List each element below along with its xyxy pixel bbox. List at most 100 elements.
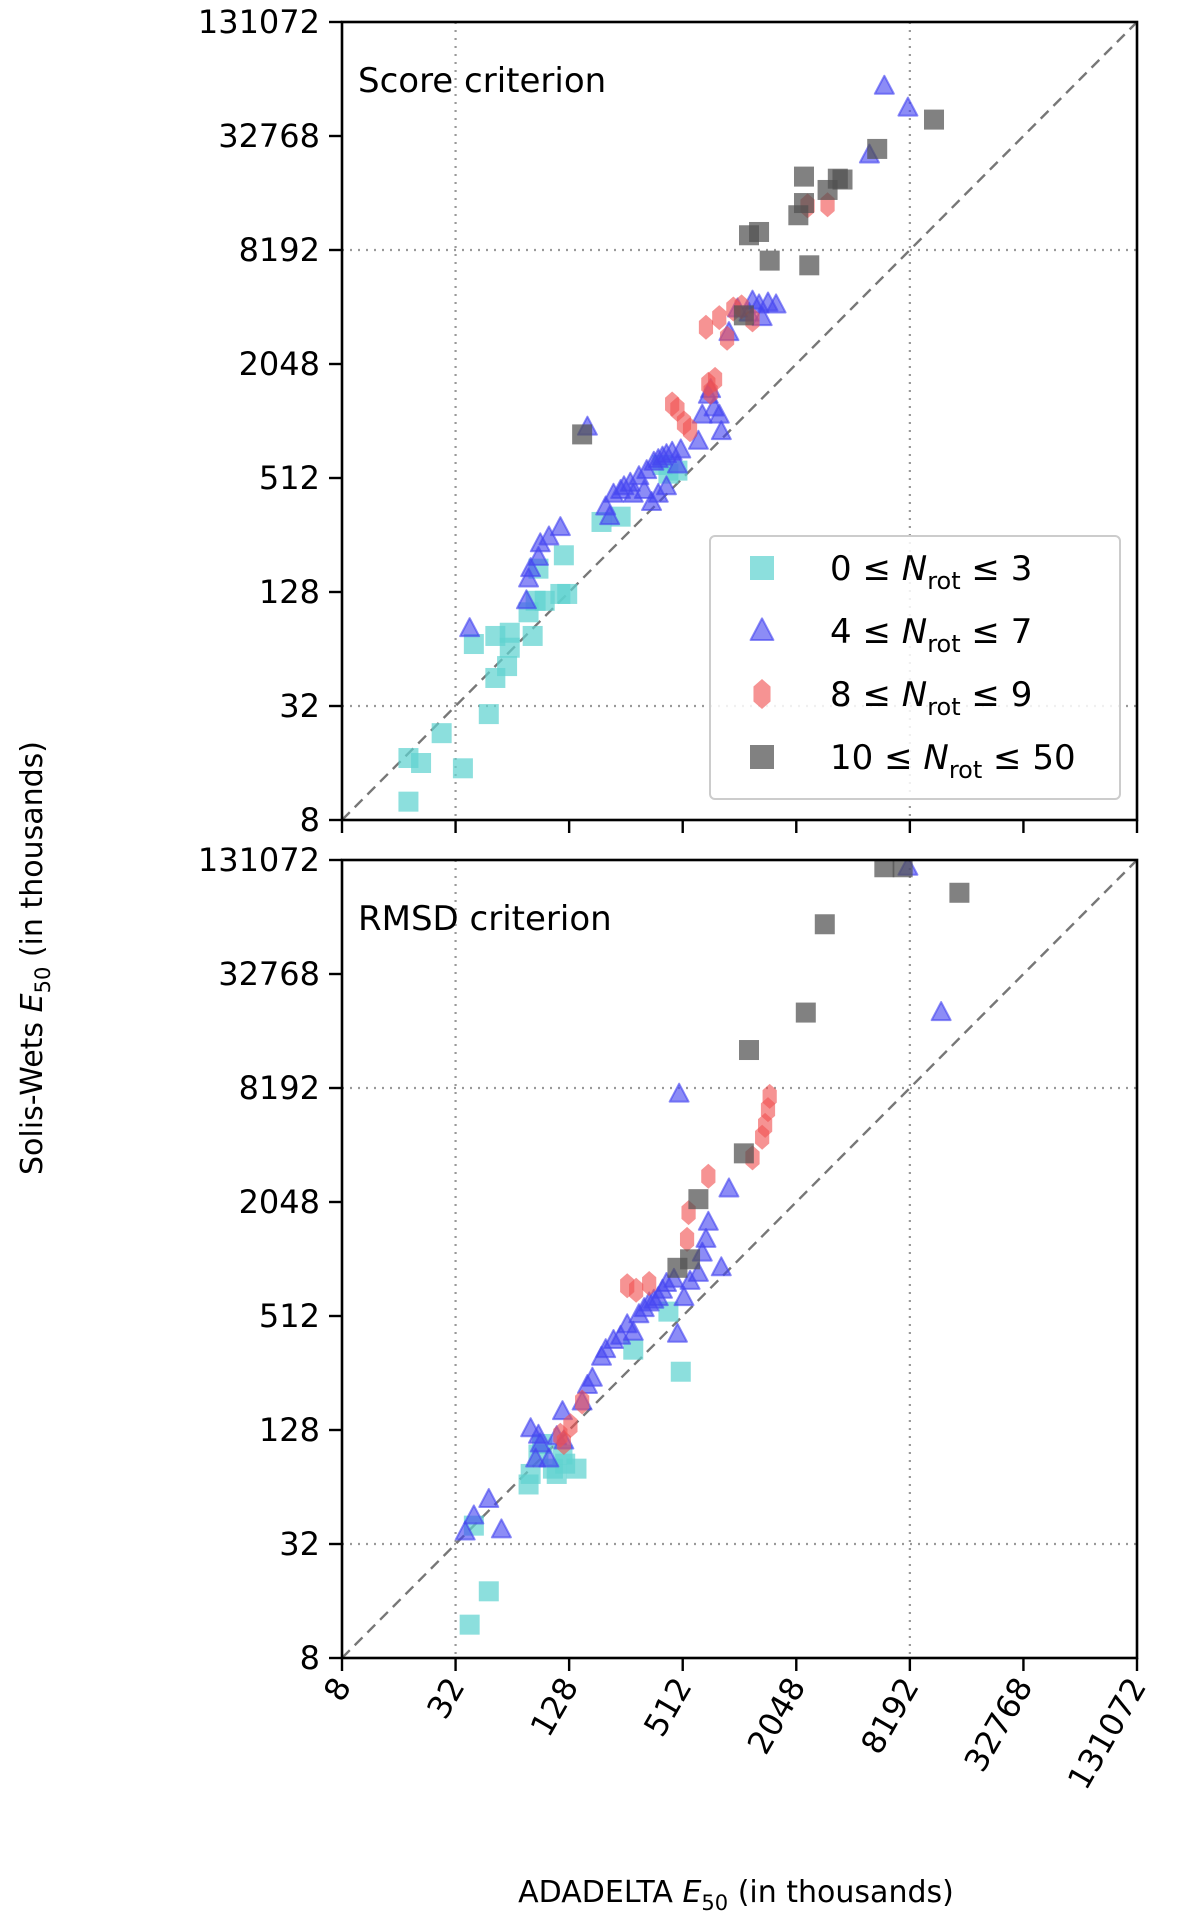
x-tick-label: 131072 <box>1060 1671 1154 1796</box>
data-point-series-3 <box>795 1002 816 1023</box>
data-point-series-3 <box>733 305 754 326</box>
y-tick-label: 8192 <box>239 1069 320 1107</box>
y-tick-label: 512 <box>259 1297 320 1335</box>
data-point-series-1 <box>525 1447 547 1468</box>
y-tick-label: 32 <box>279 687 320 725</box>
y-tick-label: 32768 <box>218 117 320 155</box>
y-tick-label: 128 <box>259 1411 320 1449</box>
y-axis-label: Solis-Wets E50 (in thousands) <box>15 741 55 1175</box>
legend-label: 10 ≤ Nrot ≤ 50 <box>830 738 1076 784</box>
data-point-series-1 <box>581 1366 603 1387</box>
data-point-series-3 <box>759 250 780 271</box>
data-point-series-2 <box>762 1083 777 1109</box>
data-point-series-1 <box>666 453 688 474</box>
data-point-series-3 <box>867 138 888 159</box>
data-point-series-0 <box>499 622 520 643</box>
data-point-series-1 <box>549 516 571 537</box>
data-point-series-1 <box>695 1227 717 1248</box>
data-point-series-2 <box>679 1226 695 1252</box>
y-tick-label: 32768 <box>218 955 320 993</box>
data-point-series-0 <box>478 704 499 725</box>
data-point-series-1 <box>666 1322 688 1343</box>
data-point-series-0 <box>459 1614 480 1635</box>
data-point-series-1 <box>520 557 542 578</box>
legend-label: 8 ≤ Nrot ≤ 9 <box>830 675 1032 721</box>
data-point-series-3 <box>680 1249 701 1270</box>
data-point-series-0 <box>411 753 432 773</box>
data-point-series-1 <box>515 589 537 610</box>
data-point-series-3 <box>874 860 895 878</box>
x-tick-label: 128 <box>523 1671 586 1743</box>
legend-marker <box>749 617 775 641</box>
data-point-series-3 <box>688 1189 709 1210</box>
data-point-series-2 <box>712 305 727 331</box>
x-tick-label: 8 <box>316 1671 359 1708</box>
data-point-series-3 <box>892 860 913 878</box>
data-point-series-2 <box>556 1429 571 1455</box>
data-point-series-1 <box>708 403 730 424</box>
data-point-series-3 <box>814 914 835 935</box>
data-point-series-1 <box>710 1256 732 1277</box>
data-point-series-0 <box>398 791 419 812</box>
data-point-series-1 <box>463 1504 485 1525</box>
data-point-series-3 <box>793 166 814 187</box>
data-point-series-3 <box>739 1040 760 1061</box>
data-point-series-1 <box>710 420 732 441</box>
legend-label: 0 ≤ Nrot ≤ 3 <box>830 549 1032 595</box>
y-tick-label: 8192 <box>239 231 320 269</box>
data-point-series-0 <box>463 634 484 655</box>
y-tick-label: 2048 <box>239 1183 320 1221</box>
data-point-series-0 <box>566 1458 587 1479</box>
data-point-series-1 <box>718 1177 740 1198</box>
data-point-series-1 <box>697 1210 719 1231</box>
data-point-series-1 <box>670 438 692 459</box>
data-point-series-1 <box>459 617 481 638</box>
data-point-series-1 <box>454 1520 476 1541</box>
legend-marker <box>750 745 774 769</box>
legend-box <box>709 535 1121 800</box>
y-tick-label: 8 <box>300 1639 320 1677</box>
data-point-series-1 <box>538 1447 560 1468</box>
data-point-series-1 <box>478 1487 500 1508</box>
x-tick-label: 2048 <box>740 1671 814 1761</box>
data-point-series-3 <box>572 424 593 445</box>
x-tick-label: 8192 <box>853 1671 927 1761</box>
y-tick-label: 131072 <box>198 841 320 879</box>
points <box>398 74 945 812</box>
panel-title: RMSD criterion <box>358 899 612 939</box>
data-point-series-0 <box>670 1361 691 1382</box>
data-point-series-1 <box>668 1082 690 1103</box>
plot-frame <box>340 20 1139 822</box>
data-point-series-0 <box>522 625 543 646</box>
data-point-series-1 <box>930 1001 952 1022</box>
diagonal-line <box>342 22 1137 820</box>
y-tick-label: 32 <box>279 1525 320 1563</box>
x-tick-label: 32768 <box>957 1671 1041 1778</box>
data-point-series-0 <box>452 758 473 779</box>
data-point-series-0 <box>497 656 518 677</box>
data-point-series-1 <box>622 1320 644 1341</box>
data-point-series-3 <box>799 255 820 276</box>
data-point-series-1 <box>673 1286 695 1307</box>
data-point-series-2 <box>701 1163 716 1189</box>
data-point-series-3 <box>832 169 853 190</box>
legend: 0 ≤ Nrot ≤ 3 4 ≤ Nrot ≤ 7 8 ≤ Nrot ≤ 9 10 ≤… <box>709 535 1121 800</box>
data-point-series-1 <box>687 429 709 450</box>
y-tick-label: 2048 <box>239 345 320 383</box>
data-point-series-2 <box>698 314 714 340</box>
data-point-series-1 <box>529 1432 551 1453</box>
panel-title: Score criterion <box>358 61 606 101</box>
panel-rmsd: 88 32 32 128 128 512 512 2048 2048 8192 8192 32768 3… <box>198 841 1154 1796</box>
plot-frame <box>340 858 1139 1660</box>
data-point-series-1 <box>765 293 787 314</box>
data-point-series-3 <box>949 882 970 903</box>
y-tick-label: 512 <box>259 459 320 497</box>
data-point-series-1 <box>599 505 621 526</box>
x-tick-label: 32 <box>419 1671 472 1725</box>
y-tick-label: 131072 <box>198 3 320 41</box>
data-point-series-0 <box>478 1581 499 1602</box>
data-point-series-0 <box>520 1463 541 1484</box>
data-point-series-3 <box>793 193 814 214</box>
